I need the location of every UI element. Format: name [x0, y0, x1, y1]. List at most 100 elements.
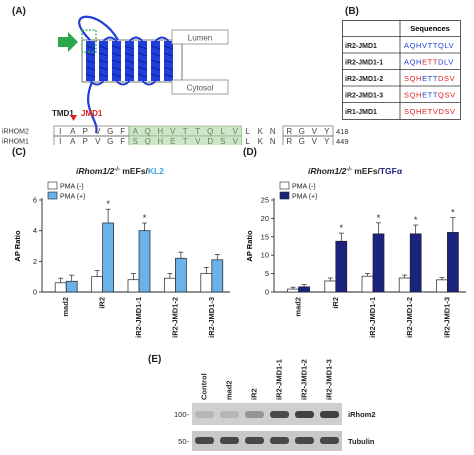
residue: E: [170, 137, 175, 145]
y-tick-label: 10: [261, 251, 269, 260]
bar: [398, 277, 411, 293]
x-tick-label: iR2-JMD1-1: [368, 297, 377, 338]
bar: [372, 233, 385, 293]
bar: [211, 259, 224, 293]
tubulin-band: [320, 437, 339, 444]
alignment-row-end: 418: [336, 127, 349, 136]
significance-star: *: [414, 215, 418, 225]
bar: [436, 279, 448, 293]
residue: G: [107, 137, 113, 145]
residue: G: [299, 137, 305, 145]
residue: V: [170, 127, 176, 136]
luminal-loop: [78, 15, 119, 41]
irhom2-band: [220, 411, 239, 418]
residue: I: [59, 137, 61, 145]
chart-title: iRhom1/2-/- mEFs/TGFα: [308, 166, 403, 176]
tubulin-strip: [192, 431, 342, 451]
bar: [65, 280, 78, 293]
legend-swatch: [279, 191, 290, 200]
residue: R: [286, 137, 292, 145]
tmd1-highlight: [81, 29, 97, 53]
residue: Q: [145, 127, 151, 136]
lumen-label: Lumen: [188, 34, 212, 43]
cleavage-marker-icon: [70, 115, 77, 121]
legend-swatch: [47, 191, 58, 200]
band-label-irhom2: iRhom2: [348, 410, 376, 419]
residue: Q: [145, 137, 151, 145]
residue: V: [233, 127, 239, 136]
sequence-value: SQHETVDSV: [404, 107, 456, 116]
significance-star: *: [377, 213, 381, 223]
marker-100: 100-: [174, 410, 190, 419]
sequence-value: SQHETTQSV: [404, 91, 456, 100]
residue: A: [70, 127, 76, 136]
residue: T: [183, 137, 188, 145]
residue: I: [59, 127, 61, 136]
sequence-name: iR2-JMD1: [345, 43, 377, 50]
y-tick-label: 4: [33, 226, 37, 235]
y-axis-label: AP Ratio: [13, 230, 22, 262]
residue: S: [220, 137, 225, 145]
y-axis-label: AP Ratio: [245, 230, 254, 262]
residue: T: [195, 127, 200, 136]
sequences-header: Sequences: [410, 24, 450, 33]
panel-a-label: (A): [12, 6, 26, 17]
cytosolic-tail: [87, 81, 98, 134]
cytosol-label: Cytosol: [187, 84, 214, 93]
y-tick-label: 0: [33, 288, 37, 297]
residue: L: [221, 127, 226, 136]
irhom2-band: [195, 411, 214, 418]
x-tick-label: iR2-JMD1-3: [442, 297, 451, 338]
chart-tgfa: iRhom1/2-/- mEFs/TGFα PMA (-) PMA (+) 0 5 10 1…: [245, 166, 466, 338]
western-blot: Control mad2 iR2 iR2-JMD1-1 iR2-JMD1-2 iR2-JM…: [174, 359, 376, 451]
residue: Q: [207, 127, 213, 136]
bar: [91, 276, 103, 293]
panel-d-label: (D): [243, 147, 257, 158]
x-tick-label: iR2: [331, 297, 340, 309]
significance-star: *: [451, 208, 455, 218]
band-label-tubulin: Tubulin: [348, 437, 375, 446]
lane-label: iR2-JMD1-1: [275, 359, 284, 400]
residue: H: [157, 127, 163, 136]
residue: V: [233, 137, 239, 145]
residue: P: [83, 137, 88, 145]
residue: F: [120, 137, 125, 145]
y-tick-label: 0: [265, 288, 269, 297]
tubulin-band: [245, 437, 264, 444]
x-tick-label: mad2: [294, 297, 303, 317]
residue: N: [270, 137, 276, 145]
sequence-name: iR2-JMD1-1: [345, 60, 383, 67]
residue: V: [312, 137, 318, 145]
sequences-table: Sequences iR2-JMD1 AQHVTTQLV iR2-JMD1-1 AQHE…: [342, 20, 461, 120]
residue: V: [95, 127, 101, 136]
y-tick-label: 5: [265, 269, 269, 278]
residue: V: [95, 137, 101, 145]
residue: F: [120, 127, 125, 136]
residue: T: [183, 127, 188, 136]
bar: [409, 233, 422, 293]
irhom2-strip: [192, 403, 342, 425]
residue: A: [70, 137, 76, 145]
residue: N: [270, 127, 276, 136]
alignment-row-end: 449: [336, 137, 349, 145]
significance-star: *: [143, 213, 147, 223]
residue: K: [258, 127, 264, 136]
residue: V: [312, 127, 318, 136]
lane-label: iR2-JMD1-2: [300, 359, 309, 400]
legend-label: PMA (-): [292, 184, 316, 191]
irhom2-band: [245, 411, 264, 418]
tm-helices: [85, 36, 174, 86]
irhom2-band: [270, 411, 289, 418]
jmd1-label: JMD1: [81, 109, 103, 118]
significance-star: *: [106, 199, 110, 209]
bar: [175, 257, 187, 293]
tubulin-band: [195, 437, 214, 444]
alignment-row-name: iRHOM1: [2, 139, 29, 146]
x-tick-label: iR2-JMD1-1: [134, 297, 143, 338]
residue: K: [258, 137, 264, 145]
legend-label: PMA (+): [292, 194, 317, 201]
irhom2-band: [320, 411, 339, 418]
lane-label: iR2: [250, 388, 259, 400]
legend-label: PMA (+): [60, 194, 85, 201]
